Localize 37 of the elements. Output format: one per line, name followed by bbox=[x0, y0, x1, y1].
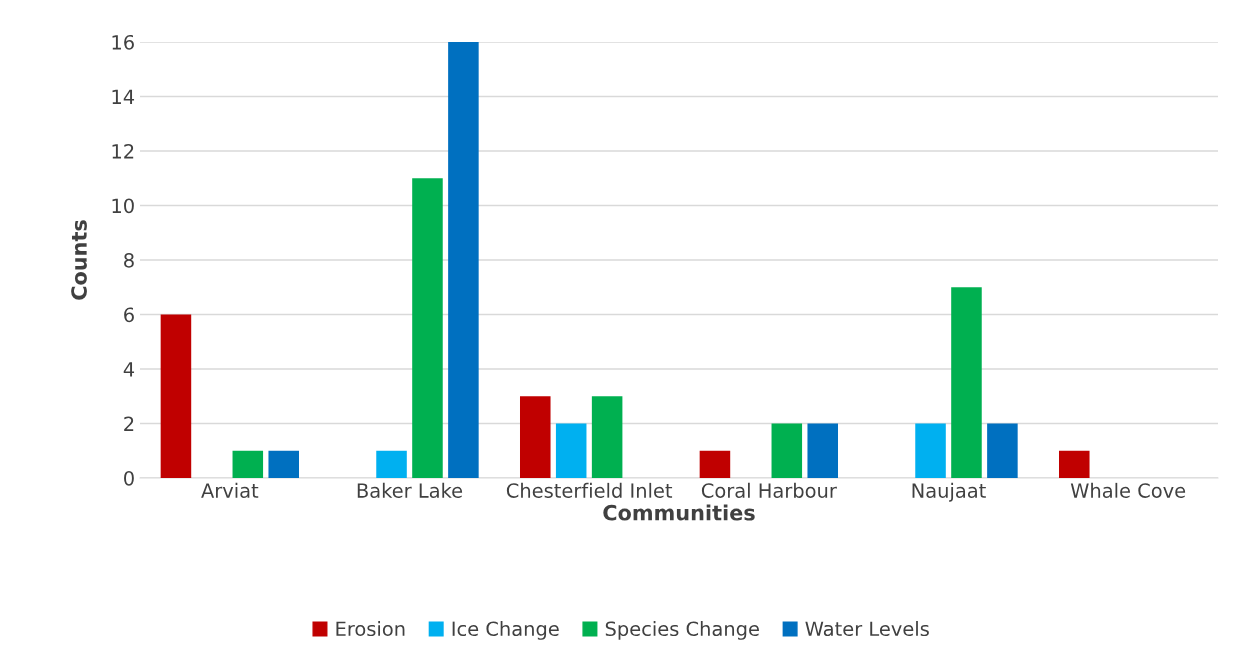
bar bbox=[987, 423, 1018, 478]
bar bbox=[376, 450, 407, 478]
bar bbox=[771, 423, 803, 478]
bar bbox=[1058, 450, 1090, 478]
x-tick-label: Whale Cove bbox=[1070, 482, 1186, 498]
y-tick-label: 14 bbox=[112, 89, 135, 104]
y-tick-label: 12 bbox=[112, 143, 134, 159]
bar bbox=[915, 423, 946, 478]
bar bbox=[519, 396, 551, 478]
legend-label: Ice Change bbox=[452, 621, 559, 640]
legend-label: Water Levels bbox=[805, 621, 929, 637]
y-tick-label: 10 bbox=[112, 198, 134, 214]
x-tick-label: Naujaat bbox=[912, 482, 986, 502]
x-tick-label: Arviat bbox=[201, 482, 259, 498]
y-tick-label: 6 bbox=[124, 307, 134, 323]
x-tick-label: Baker Lake bbox=[357, 482, 463, 498]
y-tick-label: 4 bbox=[123, 362, 135, 377]
y-tick-label: 0 bbox=[124, 470, 134, 486]
bar bbox=[699, 450, 731, 478]
y-tick-label: 8 bbox=[124, 252, 134, 268]
bar bbox=[412, 178, 443, 478]
bar bbox=[807, 423, 838, 478]
legend-label: Erosion bbox=[336, 621, 405, 637]
x-tick-label: Coral Harbour bbox=[701, 482, 837, 498]
legend-label: Species Change bbox=[605, 621, 759, 640]
bar bbox=[268, 450, 299, 478]
bar bbox=[591, 396, 623, 478]
y-tick-label: 16 bbox=[112, 34, 134, 50]
bar bbox=[448, 42, 479, 478]
x-tick-label: Chesterfield Inlet bbox=[506, 482, 673, 498]
y-axis-title: Counts bbox=[71, 220, 87, 300]
bar bbox=[951, 287, 982, 478]
y-tick-label: 2 bbox=[124, 416, 134, 431]
bar bbox=[555, 423, 587, 478]
bar bbox=[160, 314, 192, 478]
bar bbox=[232, 450, 264, 478]
x-axis-title: Communities bbox=[603, 504, 755, 521]
